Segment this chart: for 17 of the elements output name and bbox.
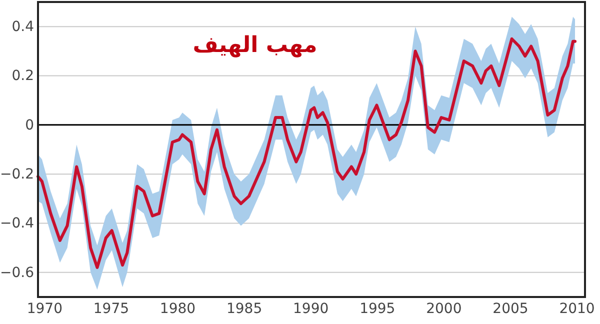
x-tick-label: 1995 <box>360 300 396 317</box>
x-tick-label: 1980 <box>160 300 196 317</box>
text: مهب الهيف <box>192 33 318 58</box>
y-tick-label: −0.2 <box>0 166 34 183</box>
x-tick-label: 1990 <box>293 300 329 317</box>
x-tick-label: 2000 <box>426 300 462 317</box>
y-tick-label: −0.4 <box>0 216 34 232</box>
y-tick-label: −0.6 <box>0 264 34 281</box>
x-tick-label: 2010 <box>559 300 595 317</box>
x-tick-label: 1985 <box>226 300 262 317</box>
x-tick-label: 1975 <box>93 300 130 317</box>
line-series <box>36 37 577 269</box>
x-tick-label: 2005 <box>492 300 528 317</box>
x-tick-label: 1970 <box>26 300 62 317</box>
y-tick-label: 0.4 <box>12 19 34 36</box>
y-tick-label: 0.2 <box>12 68 34 84</box>
y-tick-label: 0 <box>25 117 34 134</box>
